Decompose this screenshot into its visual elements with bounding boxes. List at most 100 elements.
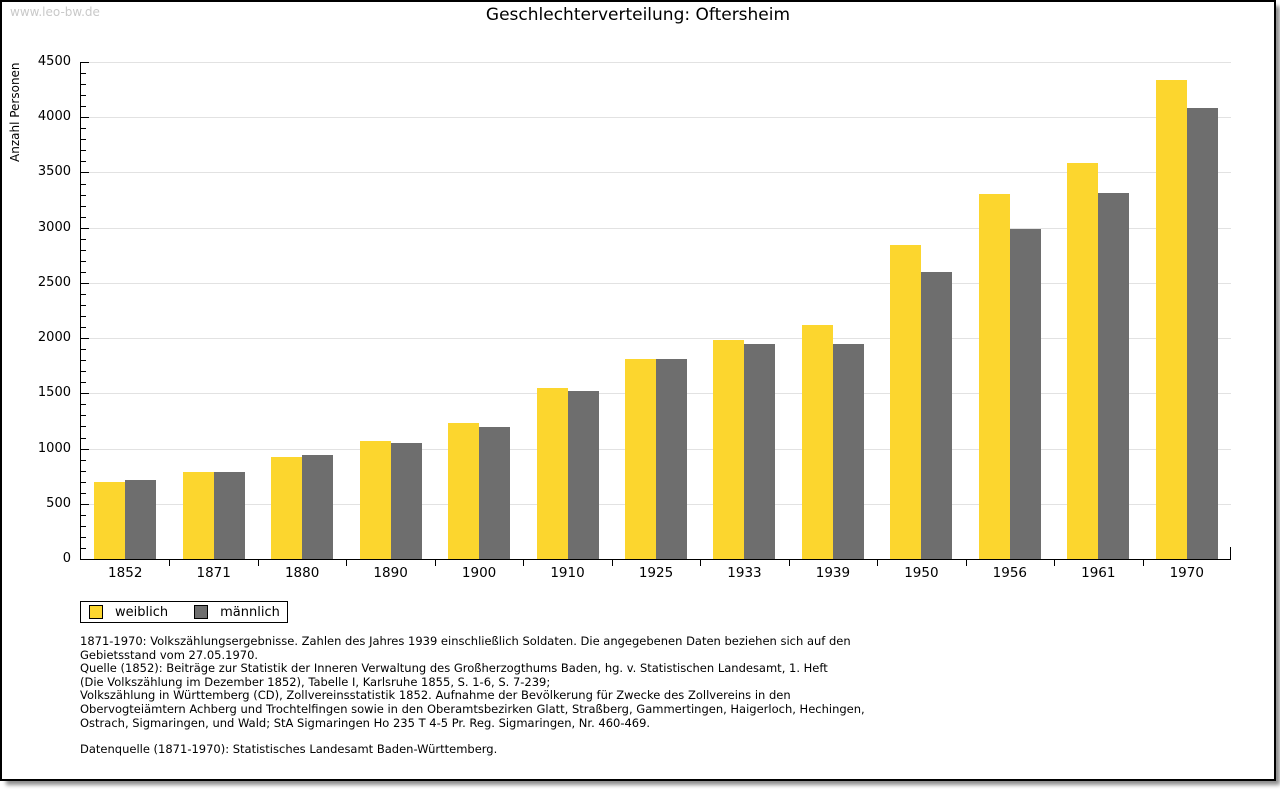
bar-weiblich-1890 — [359, 440, 391, 559]
bar-weiblich-1880 — [271, 456, 303, 559]
y-major-tick — [81, 393, 89, 395]
y-minor-tick — [81, 349, 86, 351]
legend: weiblich männlich — [80, 601, 288, 623]
x-tick-label: 1871 — [196, 565, 231, 581]
x-tick — [346, 559, 348, 566]
y-minor-tick — [81, 404, 86, 406]
y-minor-tick — [81, 238, 86, 240]
x-tick-label: 1950 — [904, 565, 939, 581]
bar-weiblich-1950 — [890, 244, 922, 559]
gridline — [81, 227, 1231, 229]
bar-maennlich-1900 — [479, 427, 511, 559]
y-minor-tick — [81, 536, 86, 538]
gridline — [81, 62, 1231, 63]
x-tick-label: 1970 — [1169, 565, 1204, 581]
y-minor-tick — [81, 437, 86, 439]
bar-weiblich-1900 — [448, 423, 480, 559]
y-tick-label: 3000 — [37, 219, 71, 235]
x-tick-label: 1933 — [727, 565, 762, 581]
legend-label-maennlich: männlich — [220, 604, 280, 620]
bar-weiblich-1956 — [978, 193, 1010, 559]
y-minor-tick — [81, 360, 86, 362]
y-tick-label: 0 — [62, 551, 71, 566]
gridline — [81, 117, 1231, 119]
y-minor-tick — [81, 84, 86, 86]
y-minor-tick — [81, 139, 86, 141]
bar-weiblich-1961 — [1067, 162, 1099, 559]
y-major-tick — [81, 338, 89, 340]
y-minor-tick — [81, 415, 86, 417]
bar-weiblich-1933 — [713, 340, 745, 559]
x-tick-label: 1880 — [284, 565, 320, 581]
gridline — [81, 338, 1231, 340]
y-major-tick — [81, 448, 89, 450]
x-tick — [523, 559, 525, 566]
bar-maennlich-1950 — [921, 271, 953, 559]
x-tick-label: 1890 — [373, 565, 408, 581]
x-tick-label: 1910 — [550, 565, 585, 581]
x-tick — [700, 559, 702, 566]
x-tick — [257, 559, 259, 566]
gridline — [81, 282, 1231, 284]
y-minor-tick — [81, 128, 86, 130]
y-minor-tick — [81, 260, 86, 262]
watermark: www.leo-bw.de — [10, 5, 100, 19]
y-minor-tick — [81, 327, 86, 329]
y-minor-tick — [81, 194, 86, 196]
x-tick-label: 1956 — [992, 565, 1028, 581]
y-major-tick — [81, 227, 89, 229]
bar-weiblich-1852 — [94, 481, 126, 559]
y-tick-label: 1500 — [37, 385, 71, 401]
y-tick-label: 2000 — [37, 330, 71, 346]
bar-maennlich-1890 — [390, 443, 422, 559]
gridline — [81, 172, 1231, 174]
x-tick — [611, 559, 613, 566]
legend-swatch-maennlich — [194, 605, 209, 619]
bar-maennlich-1910 — [567, 391, 599, 559]
y-tick-label: 3500 — [37, 164, 71, 180]
x-tick-label: 1939 — [815, 565, 851, 581]
x-tick — [788, 559, 790, 566]
bar-maennlich-1956 — [1009, 228, 1041, 559]
legend-label-weiblich: weiblich — [115, 604, 169, 620]
x-tick-label: 1961 — [1081, 565, 1116, 581]
bar-weiblich-1939 — [801, 324, 833, 559]
x-tick-label: 1925 — [638, 565, 674, 581]
y-major-tick — [81, 282, 89, 284]
y-minor-tick — [81, 161, 86, 163]
chart-title: Geschlechterverteilung: Oftersheim — [485, 5, 791, 25]
bar-maennlich-1970 — [1186, 108, 1218, 559]
y-tick-label: 2500 — [37, 274, 71, 290]
y-minor-tick — [81, 150, 86, 152]
y-minor-tick — [81, 470, 86, 472]
x-axis-end-tick — [1230, 547, 1231, 559]
y-minor-tick — [81, 547, 86, 549]
bar-maennlich-1880 — [302, 455, 334, 559]
y-minor-tick — [81, 216, 86, 218]
y-minor-tick — [81, 106, 86, 108]
legend-swatch-weiblich — [89, 605, 103, 619]
y-minor-tick — [81, 271, 86, 273]
y-minor-tick — [81, 492, 86, 494]
x-tick — [1054, 559, 1056, 566]
y-minor-tick — [81, 426, 86, 428]
y-minor-tick — [81, 382, 86, 384]
bar-maennlich-1933 — [744, 344, 776, 559]
x-tick — [965, 559, 967, 566]
bar-maennlich-1925 — [656, 359, 687, 559]
y-tick-label: 500 — [46, 495, 71, 511]
bar-maennlich-1871 — [213, 471, 245, 559]
y-minor-tick — [81, 459, 86, 461]
x-tick — [434, 559, 436, 566]
x-tick-label: 1900 — [461, 565, 497, 581]
data-source-note: Datenquelle (1871-1970): Statistisches L… — [80, 742, 498, 756]
y-minor-tick — [81, 316, 86, 318]
y-minor-tick — [81, 95, 86, 97]
x-tick-label: 1852 — [108, 565, 143, 581]
y-tick-label: 1000 — [37, 440, 71, 456]
y-major-tick — [81, 172, 89, 174]
y-minor-tick — [81, 293, 86, 295]
y-minor-tick — [81, 73, 86, 75]
source-notes: 1871-1970: Volkszählungsergebnisse. Zahl… — [80, 634, 865, 730]
